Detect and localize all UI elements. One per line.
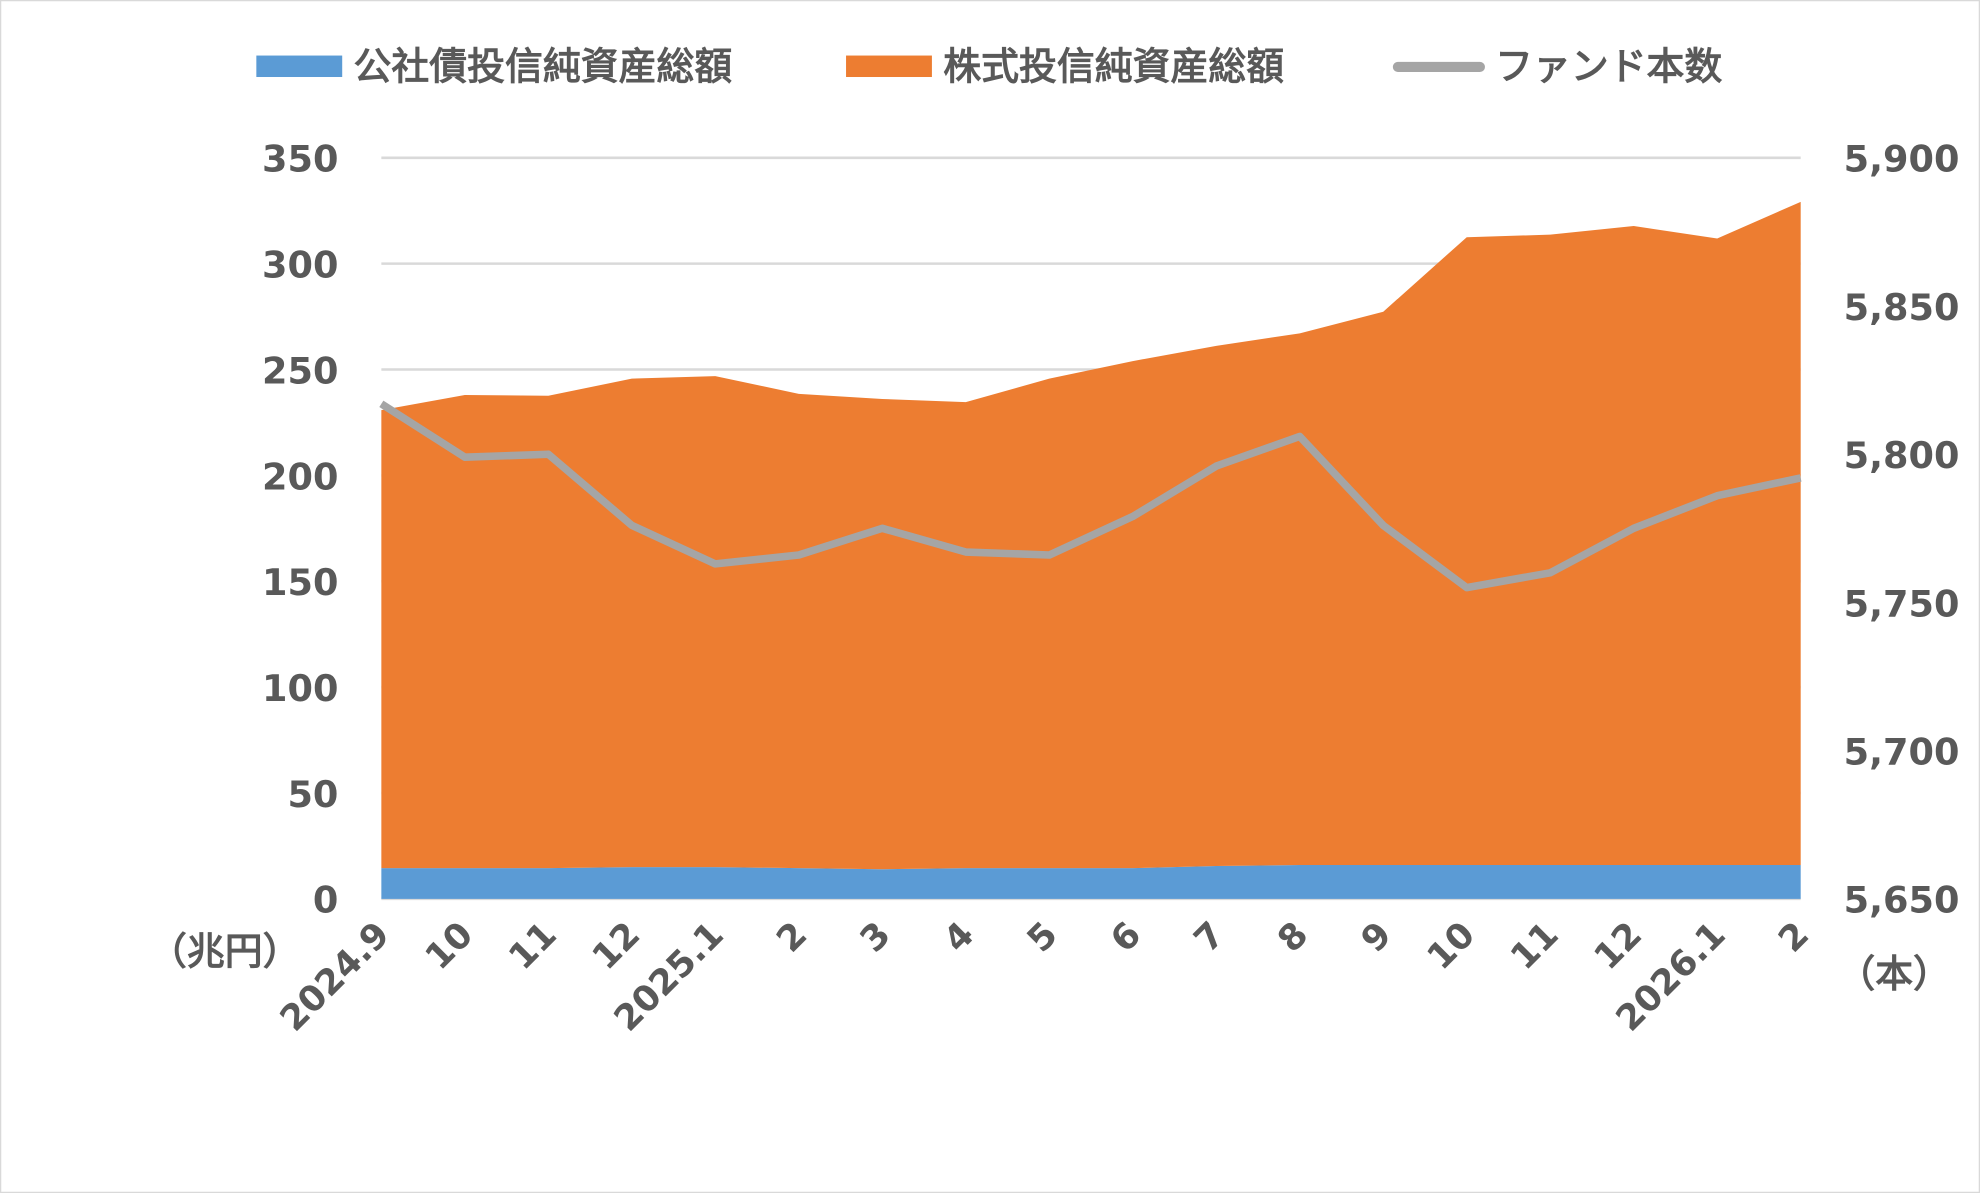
left-tick-label: 150 <box>262 561 338 604</box>
right-axis-unit: （本） <box>1837 952 1951 996</box>
left-tick-label: 250 <box>262 349 338 392</box>
right-tick-label: 5,900 <box>1844 138 1960 181</box>
right-tick-label: 5,800 <box>1844 434 1960 477</box>
right-tick-label: 5,750 <box>1844 582 1960 625</box>
legend-label-bond: 公社債投信純資産総額 <box>354 45 733 89</box>
legend-swatch-stock <box>846 55 932 78</box>
area-公社債投信純資産総額 <box>381 864 1801 899</box>
left-tick-label: 100 <box>262 667 338 710</box>
line-ファンド本数 <box>379 400 1802 592</box>
left-axis-ticks: 0 50 100 150 200 250 300 350 <box>262 138 338 922</box>
left-tick-label: 50 <box>287 773 338 816</box>
legend: 公社債投信純資産総額 株式投信純資産総額 ファンド本数 <box>256 45 1722 89</box>
right-tick-label: 5,700 <box>1844 731 1960 774</box>
line-series <box>379 400 1802 592</box>
left-axis-unit: （兆円） <box>149 930 300 974</box>
left-tick-label: 200 <box>262 455 338 498</box>
legend-label-fund-count: ファンド本数 <box>1495 45 1722 89</box>
legend-swatch-bond <box>256 55 343 78</box>
right-tick-label: 5,650 <box>1844 879 1960 922</box>
left-tick-label: 350 <box>262 138 338 181</box>
left-tick-label: 300 <box>262 244 338 287</box>
left-tick-label: 0 <box>313 879 338 922</box>
right-axis-ticks: 5,650 5,700 5,750 5,800 5,850 5,900 <box>1844 138 1960 922</box>
right-tick-label: 5,850 <box>1844 286 1960 329</box>
legend-label-stock: 株式投信純資産総額 <box>943 45 1284 89</box>
